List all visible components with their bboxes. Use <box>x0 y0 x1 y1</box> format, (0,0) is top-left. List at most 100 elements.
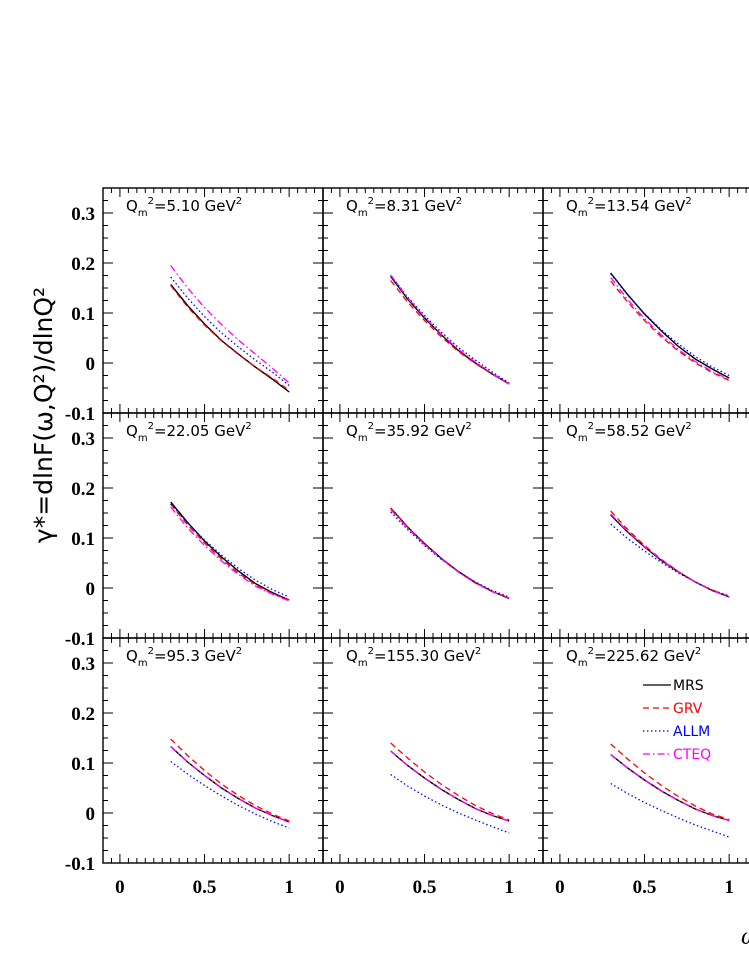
panel-ticks <box>322 637 544 864</box>
y-tick-label: 0 <box>86 354 96 375</box>
panel-ticks <box>322 187 544 414</box>
panel-frame <box>102 637 324 864</box>
series-line-mrs <box>610 514 730 598</box>
y-tick-label: 0.2 <box>71 254 95 275</box>
series-line-cteq <box>170 746 290 823</box>
legend-label-cteq: CTEQ <box>673 747 711 763</box>
series-line-grv <box>390 742 510 821</box>
series-line-grv <box>610 510 730 598</box>
y-tick-label: 0.2 <box>71 479 95 500</box>
series-line-cteq <box>610 513 730 598</box>
panel-frame <box>102 187 324 414</box>
x-tick-label: 0 <box>555 877 565 898</box>
series-line-cteq <box>390 274 510 385</box>
y-tick-label: 0.1 <box>71 754 95 775</box>
panels: Qm2=5.10 GeV2 Qm2=8.31 GeV2 Qm2=13.54 GeV2… <box>102 187 749 864</box>
panel-4: Qm2=22.05 GeV2 <box>102 412 324 639</box>
y-tick-label: 0.3 <box>71 204 95 225</box>
x-tick-label: 0.5 <box>193 877 217 898</box>
panel-ticks <box>542 637 747 864</box>
x-tick-label: 0 <box>335 877 345 898</box>
series-line-mrs <box>170 284 290 393</box>
series-line-mrs <box>170 745 290 823</box>
y-tick-label: -0.1 <box>65 854 95 875</box>
series-line-grv <box>170 285 290 392</box>
panel-5: Qm2=35.92 GeV2 <box>322 412 544 639</box>
panel-label: Qm2=5.10 GeV2 <box>126 196 242 219</box>
series-line-allm <box>170 276 290 387</box>
y-tick-label: 0.3 <box>71 654 95 675</box>
series-line-grv <box>390 280 510 385</box>
legend-label-mrs: MRS <box>673 678 704 694</box>
y-tick-label: 0.1 <box>71 529 95 550</box>
panel-ticks <box>542 187 747 414</box>
series-line-mrs <box>610 753 730 822</box>
series-line-grv <box>610 280 730 382</box>
panel-ticks <box>322 412 544 639</box>
panel-7: Qm2=95.3 GeV2 <box>102 637 324 864</box>
panel-label: Qm2=58.52 GeV2 <box>566 421 692 444</box>
series-line-cteq <box>170 506 290 602</box>
series-line-allm <box>610 782 730 838</box>
series-line-cteq <box>170 265 290 384</box>
panel-label: Qm2=8.31 GeV2 <box>346 196 462 219</box>
legend-label-grv: GRV <box>673 701 703 717</box>
series-line-allm <box>390 773 510 834</box>
panel-frame <box>322 637 544 864</box>
panel-8: Qm2=155.30 GeV2 <box>322 637 544 864</box>
panel-frame <box>542 637 749 864</box>
y-axis-label: γ*=dlnF(ω,Q²)/dlnQ² <box>29 287 58 543</box>
series-line-cteq <box>390 509 510 599</box>
series-line-mrs <box>390 276 510 385</box>
legend: MRS GRV ALLM CTEQ <box>643 678 711 763</box>
series-line-grv <box>610 743 730 821</box>
panel-label: Qm2=225.62 GeV2 <box>566 646 701 669</box>
series-line-mrs <box>610 272 730 379</box>
series-line-allm <box>610 273 730 377</box>
panel-label: Qm2=35.92 GeV2 <box>346 421 472 444</box>
y-tick-label: 0.2 <box>71 704 95 725</box>
panel-6: Qm2=58.52 GeV2 <box>542 412 749 639</box>
y-tick-label: 0.1 <box>71 304 95 325</box>
series-line-cteq <box>390 750 510 822</box>
y-tick-label: 0 <box>86 804 96 825</box>
panel-frame <box>102 412 324 639</box>
panel-frame <box>322 412 544 639</box>
panel-frame <box>542 187 749 414</box>
series-line-allm <box>390 275 510 384</box>
panel-frame <box>322 187 544 414</box>
panel-label: Qm2=22.05 GeV2 <box>126 421 252 444</box>
panel-label: Qm2=155.30 GeV2 <box>346 646 481 669</box>
legend-label-allm: ALLM <box>673 724 710 740</box>
series-line-allm <box>610 523 730 597</box>
panel-ticks <box>102 412 324 639</box>
x-tick-label: 1 <box>724 877 734 898</box>
series-line-mrs <box>170 501 290 601</box>
panel-label: Qm2=13.54 GeV2 <box>566 196 692 219</box>
x-tick-label: 0 <box>115 877 125 898</box>
series-line-cteq <box>610 277 730 381</box>
series-line-mrs <box>390 507 510 600</box>
panel-3: Qm2=13.54 GeV2 <box>542 187 749 414</box>
series-line-allm <box>390 511 510 598</box>
x-tick-label: 1 <box>504 877 514 898</box>
tick-labels: 0.3 0.2 0.1 0 -0.1 0.3 0.2 0.1 0 -0.1 0.3 0.2 0.1 0 -0… <box>65 204 734 898</box>
series-line-cteq <box>610 753 730 822</box>
series-line-allm <box>170 760 290 829</box>
y-tick-label: 0.3 <box>71 429 95 450</box>
panel-9: Qm2=225.62 GeV2 MRS GRV ALLM CTEQ <box>542 637 749 864</box>
y-tick-label: -0.1 <box>65 404 95 425</box>
y-tick-label: -0.1 <box>65 629 95 650</box>
panel-ticks <box>542 412 747 639</box>
series-line-grv <box>390 507 510 599</box>
x-tick-label: 0.5 <box>413 877 437 898</box>
panel-2: Qm2=8.31 GeV2 <box>322 187 544 414</box>
panel-ticks <box>102 637 324 864</box>
series-line-grv <box>170 503 290 601</box>
panel-frame <box>542 412 749 639</box>
panel-label: Qm2=95.3 GeV2 <box>126 646 242 669</box>
panel-ticks <box>102 187 324 414</box>
x-axis-label: ω <box>741 925 749 950</box>
x-tick-label: 0.5 <box>633 877 657 898</box>
